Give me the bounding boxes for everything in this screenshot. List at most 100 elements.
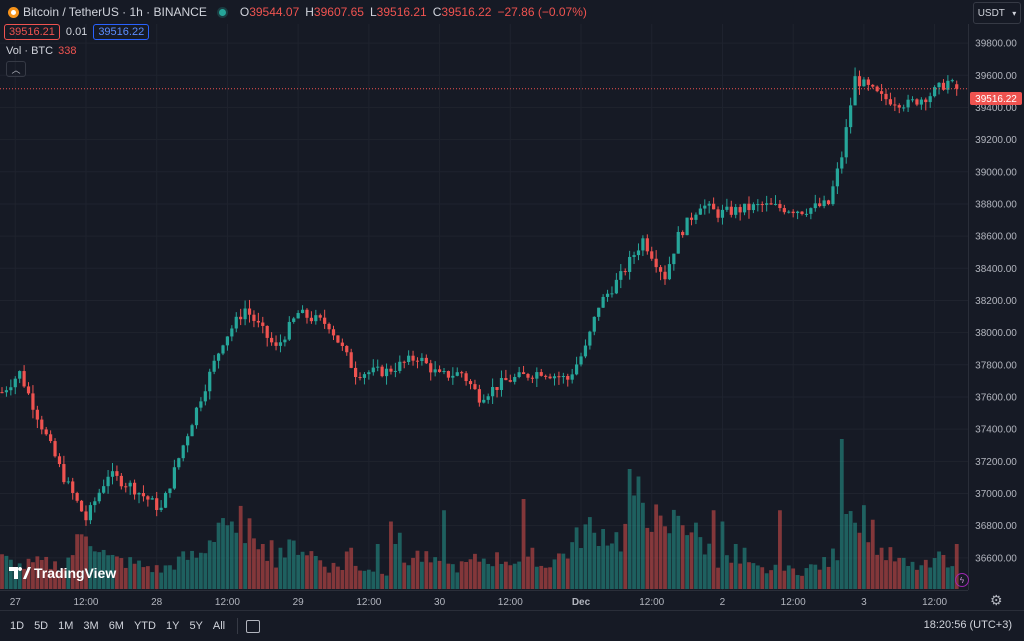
candle-body	[172, 467, 176, 489]
ohlc-key: C	[432, 5, 442, 19]
candle-body	[588, 331, 592, 346]
price-tick-label: 39000.00	[975, 167, 1017, 178]
candle-body	[628, 256, 632, 272]
sell-button[interactable]: 39516.21	[4, 24, 60, 40]
candle-body	[955, 84, 959, 89]
settings-gear-icon[interactable]: ⚙	[990, 592, 1003, 608]
volume-bar	[561, 553, 566, 589]
volume-bar	[115, 556, 119, 589]
volume-bar	[380, 573, 385, 589]
volume-bar	[579, 548, 583, 589]
symbol-title[interactable]: Bitcoin / TetherUS · 1h · BINANCE	[23, 5, 207, 19]
buy-button[interactable]: 39516.22	[93, 24, 150, 40]
calendar-icon[interactable]	[246, 619, 261, 633]
volume-bar	[680, 525, 685, 589]
candle-body	[4, 390, 9, 393]
range-button-5y[interactable]: 5Y	[189, 620, 203, 632]
bottom-toolbar: 1D 5D 1M 3M 6M YTD 1Y 5Y All	[0, 610, 1024, 641]
candle-body	[270, 337, 274, 343]
candle-body	[703, 205, 707, 209]
current-price-label: 39516.22	[975, 94, 1017, 105]
range-button-6m[interactable]: 6M	[108, 620, 124, 632]
candle-body	[128, 482, 132, 487]
candle-body	[349, 352, 353, 368]
lightning-icon[interactable]: ϟ	[955, 573, 969, 587]
volume-bar	[875, 554, 880, 589]
currency-selector[interactable]: USDT ▾	[973, 2, 1021, 24]
candle-body	[66, 481, 70, 483]
range-button-5d[interactable]: 5D	[34, 620, 49, 632]
candle-body	[756, 204, 760, 206]
candle-body	[857, 76, 862, 87]
volume-bar	[61, 568, 66, 589]
candle-body	[265, 325, 269, 338]
time-tick-label: 12:00	[922, 597, 947, 608]
candle-body	[115, 471, 119, 476]
volume-bar	[610, 543, 614, 589]
range-button-3m[interactable]: 3M	[83, 620, 99, 632]
candle-body	[575, 364, 579, 375]
volume-bar	[892, 561, 897, 589]
volume-bar	[729, 562, 734, 589]
price-axis[interactable]: 39800.00 39600.00 39400.00 39200.00 39000.00…	[968, 0, 1024, 590]
tradingview-logo[interactable]: TradingView	[9, 565, 116, 581]
candle-body	[141, 492, 146, 497]
volume-label[interactable]: Vol · BTC	[6, 45, 54, 57]
volume-bar	[694, 522, 698, 589]
candle-body	[716, 209, 720, 218]
market-status-icon[interactable]	[218, 8, 226, 16]
candle-body	[256, 320, 260, 323]
candlestick-chart[interactable]	[0, 0, 968, 590]
candle-body	[314, 315, 318, 322]
candle-body	[597, 307, 601, 317]
range-button-1m[interactable]: 1M	[58, 620, 74, 632]
time-axis[interactable]: 27 12:00 28 12:00 29 12:00 30 12:00 Dec 12:00 2 12:…	[0, 590, 968, 611]
ohlc-value: 39516.22	[441, 5, 492, 19]
price-tick-label: 39600.00	[975, 71, 1017, 82]
price-tick-label: 37200.00	[975, 457, 1017, 468]
time-tick-label: 12:00	[639, 597, 664, 608]
price-tick-label: 39800.00	[975, 39, 1017, 50]
candle-body	[384, 368, 389, 377]
candle-body	[155, 498, 159, 511]
volume-bar	[702, 554, 707, 589]
candle-body	[818, 203, 822, 207]
candle-body	[482, 399, 486, 403]
candle-body	[535, 372, 539, 379]
volume-bar	[490, 566, 495, 589]
volume-bar	[110, 554, 115, 589]
volume-bar	[663, 526, 667, 589]
range-button-1y[interactable]: 1Y	[165, 620, 180, 632]
time-tick-label: 3	[861, 597, 867, 608]
candle-body	[906, 99, 910, 108]
volume-bar	[216, 522, 221, 589]
volume-bar	[941, 554, 946, 589]
range-button-1d[interactable]: 1D	[10, 620, 25, 632]
range-button-ytd[interactable]: YTD	[133, 620, 156, 632]
candle-body	[676, 231, 680, 254]
candle-body	[632, 255, 636, 257]
collapse-legend-button[interactable]: ︿	[6, 61, 26, 77]
candle-body	[853, 76, 857, 106]
candle-body	[274, 342, 278, 346]
brand-name: TradingView	[34, 565, 117, 581]
candle-body	[778, 203, 782, 209]
volume-bar	[282, 557, 287, 589]
clock[interactable]: 18:20:56 (UTC+3)	[923, 619, 1012, 631]
candle-body	[336, 335, 340, 343]
volume-bar	[4, 555, 9, 589]
volume-bar	[190, 550, 194, 589]
range-button-all[interactable]: All	[212, 620, 226, 632]
volume-bar	[48, 568, 53, 589]
volume-bar	[318, 560, 323, 589]
candle-body	[9, 387, 13, 391]
volume-bar	[194, 557, 199, 589]
candle-body	[504, 377, 508, 381]
candle-body	[844, 127, 848, 158]
price-tick-label: 39400.00	[975, 103, 1017, 114]
candle-body	[177, 458, 181, 468]
volume-bar	[428, 562, 433, 589]
candle-body	[345, 345, 349, 353]
volume-bar	[888, 547, 893, 589]
candle-body	[725, 206, 729, 210]
